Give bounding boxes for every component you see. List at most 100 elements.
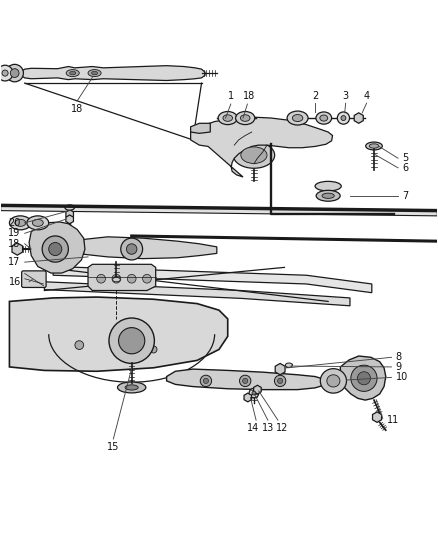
Ellipse shape xyxy=(286,363,292,367)
Ellipse shape xyxy=(236,111,255,125)
Circle shape xyxy=(143,274,151,283)
Ellipse shape xyxy=(322,193,334,198)
Circle shape xyxy=(249,389,259,398)
Text: 13: 13 xyxy=(262,423,274,433)
Circle shape xyxy=(119,328,145,354)
Ellipse shape xyxy=(292,115,303,122)
Circle shape xyxy=(252,391,256,395)
Polygon shape xyxy=(88,264,155,290)
Circle shape xyxy=(112,274,121,283)
Polygon shape xyxy=(29,222,85,273)
Polygon shape xyxy=(254,385,261,394)
Ellipse shape xyxy=(316,112,332,124)
Ellipse shape xyxy=(240,115,250,122)
Text: 11: 11 xyxy=(387,415,399,425)
Text: 15: 15 xyxy=(107,442,120,452)
Polygon shape xyxy=(372,412,381,422)
Circle shape xyxy=(243,378,248,384)
Text: 5: 5 xyxy=(403,153,409,163)
Circle shape xyxy=(127,244,137,254)
Polygon shape xyxy=(18,66,205,80)
Circle shape xyxy=(341,116,346,120)
Circle shape xyxy=(275,375,286,386)
Text: 14: 14 xyxy=(247,423,259,433)
Circle shape xyxy=(150,346,157,353)
Polygon shape xyxy=(53,266,372,293)
Ellipse shape xyxy=(233,142,275,168)
Text: 17: 17 xyxy=(8,257,20,267)
Polygon shape xyxy=(1,205,437,216)
Circle shape xyxy=(200,375,212,386)
Text: 7: 7 xyxy=(403,191,409,201)
Text: 16: 16 xyxy=(9,277,21,287)
Ellipse shape xyxy=(27,216,49,230)
Ellipse shape xyxy=(327,375,340,387)
Ellipse shape xyxy=(15,220,26,227)
Circle shape xyxy=(49,243,62,256)
Text: 2: 2 xyxy=(312,91,318,101)
Circle shape xyxy=(337,112,350,124)
Circle shape xyxy=(357,372,371,385)
Text: 18: 18 xyxy=(8,239,20,249)
Text: 19: 19 xyxy=(8,228,20,238)
Circle shape xyxy=(75,341,84,350)
Ellipse shape xyxy=(315,181,341,191)
Circle shape xyxy=(127,274,136,283)
Text: 18: 18 xyxy=(71,104,83,114)
Circle shape xyxy=(6,64,23,82)
Text: 18: 18 xyxy=(243,91,255,101)
Polygon shape xyxy=(244,393,251,402)
Ellipse shape xyxy=(92,71,98,75)
Ellipse shape xyxy=(320,115,328,121)
Text: 9: 9 xyxy=(396,362,402,372)
Ellipse shape xyxy=(218,111,237,125)
Circle shape xyxy=(278,378,283,384)
Ellipse shape xyxy=(88,70,101,77)
Ellipse shape xyxy=(369,144,379,148)
Text: 12: 12 xyxy=(276,423,289,433)
Circle shape xyxy=(351,365,377,391)
Ellipse shape xyxy=(287,111,308,125)
Ellipse shape xyxy=(66,70,79,77)
Ellipse shape xyxy=(70,71,76,75)
Circle shape xyxy=(203,378,208,384)
Ellipse shape xyxy=(241,147,267,164)
Polygon shape xyxy=(66,215,74,224)
Text: 3: 3 xyxy=(343,91,349,101)
Polygon shape xyxy=(66,210,74,219)
Polygon shape xyxy=(275,364,285,375)
Ellipse shape xyxy=(223,115,233,122)
Circle shape xyxy=(121,238,143,260)
Ellipse shape xyxy=(65,205,74,210)
Circle shape xyxy=(109,318,154,364)
Polygon shape xyxy=(44,282,350,306)
Circle shape xyxy=(97,274,106,283)
Polygon shape xyxy=(191,123,210,133)
Polygon shape xyxy=(166,369,324,390)
Text: 20: 20 xyxy=(8,218,20,228)
Ellipse shape xyxy=(10,216,31,230)
Ellipse shape xyxy=(32,220,43,227)
Text: 8: 8 xyxy=(396,352,402,362)
Ellipse shape xyxy=(113,277,120,282)
Polygon shape xyxy=(354,113,363,123)
Circle shape xyxy=(42,236,68,262)
Circle shape xyxy=(240,375,251,386)
Polygon shape xyxy=(10,297,228,372)
Text: 10: 10 xyxy=(396,373,408,382)
Text: 6: 6 xyxy=(403,163,409,173)
Ellipse shape xyxy=(366,142,382,150)
Polygon shape xyxy=(12,243,23,255)
Text: 1: 1 xyxy=(228,91,234,101)
Circle shape xyxy=(0,65,13,81)
FancyBboxPatch shape xyxy=(21,271,46,287)
Ellipse shape xyxy=(125,385,138,390)
Text: 4: 4 xyxy=(364,91,370,101)
Polygon shape xyxy=(340,356,386,400)
Ellipse shape xyxy=(117,382,146,393)
Polygon shape xyxy=(191,117,332,177)
Polygon shape xyxy=(84,237,217,259)
Circle shape xyxy=(2,70,8,76)
Ellipse shape xyxy=(316,190,340,201)
Ellipse shape xyxy=(320,369,346,393)
